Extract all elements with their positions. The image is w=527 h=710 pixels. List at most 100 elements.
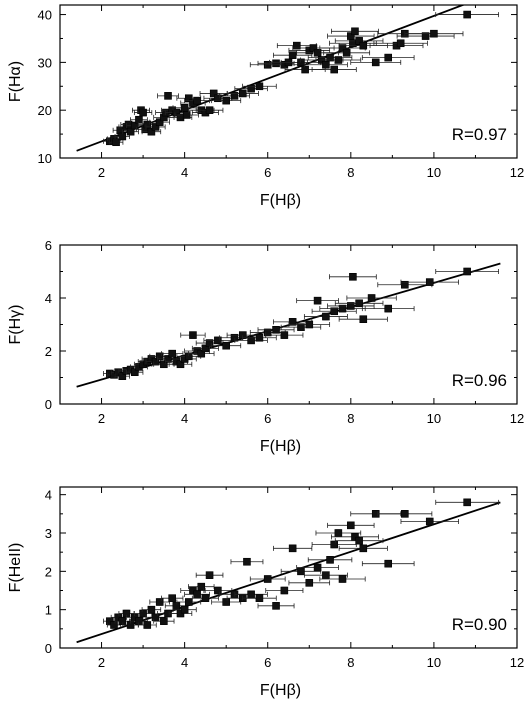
x-tick-label: 6 xyxy=(264,165,271,180)
data-point xyxy=(272,59,280,68)
data-point xyxy=(151,613,160,622)
data-point xyxy=(401,280,409,289)
y-tick-label: 3 xyxy=(45,526,52,541)
data-point xyxy=(313,563,322,572)
data-point xyxy=(118,372,127,380)
data-point xyxy=(118,132,127,141)
data-point xyxy=(255,594,264,602)
data-point xyxy=(239,89,247,98)
data-point xyxy=(463,10,471,19)
data-point xyxy=(214,336,222,345)
data-point xyxy=(155,118,164,126)
plot-frame xyxy=(59,486,518,649)
data-point xyxy=(359,315,368,324)
data-point xyxy=(280,331,289,339)
data-point xyxy=(214,586,222,595)
data-point xyxy=(201,594,210,602)
y-axis-title: F(HeII) xyxy=(7,543,24,593)
data-point xyxy=(247,336,255,345)
x-tick-label: 8 xyxy=(347,655,354,670)
data-point xyxy=(151,357,160,366)
x-tick-label: 10 xyxy=(427,655,441,670)
data-point xyxy=(272,325,280,334)
data-point xyxy=(143,120,152,129)
data-point xyxy=(164,355,172,363)
data-point xyxy=(425,517,434,526)
data-point xyxy=(330,65,339,74)
data-point xyxy=(401,510,409,518)
x-tick-label: 2 xyxy=(98,165,105,180)
x-axis-title: F(Hβ) xyxy=(260,192,301,209)
x-tick-label: 8 xyxy=(347,165,354,180)
x-axis-title: F(Hβ) xyxy=(260,682,301,699)
data-point xyxy=(222,341,230,350)
data-point xyxy=(293,41,301,50)
data-point xyxy=(305,320,314,329)
data-point xyxy=(313,296,322,305)
correlation-annotation: R=0.96 xyxy=(452,371,507,390)
data-point xyxy=(288,51,297,60)
data-point xyxy=(139,609,147,618)
x-tick-label: 12 xyxy=(510,655,524,670)
data-point xyxy=(180,103,189,112)
y-tick-label: 10 xyxy=(38,151,52,166)
data-point xyxy=(309,44,318,52)
data-point xyxy=(139,108,147,117)
x-tick-label: 2 xyxy=(98,655,105,670)
data-point xyxy=(384,53,393,62)
data-point xyxy=(243,557,251,566)
correlation-annotation: R=0.90 xyxy=(452,615,507,634)
data-point xyxy=(313,49,322,57)
data-point xyxy=(384,559,393,568)
data-point xyxy=(425,278,434,286)
data-point xyxy=(184,598,193,606)
y-tick-label: 40 xyxy=(38,8,52,23)
data-point xyxy=(151,123,160,131)
data-point xyxy=(230,92,239,100)
data-point xyxy=(247,590,255,599)
data-point xyxy=(168,594,176,602)
x-tick-label: 10 xyxy=(427,411,441,426)
y-tick-label: 6 xyxy=(45,238,52,253)
y-tick-label: 0 xyxy=(45,397,52,412)
data-point xyxy=(463,267,471,276)
data-point xyxy=(160,617,168,625)
x-tick-label: 6 xyxy=(264,655,271,670)
data-point xyxy=(184,94,193,103)
data-point xyxy=(222,598,230,606)
data-point xyxy=(355,536,363,545)
data-point xyxy=(330,307,339,316)
data-point xyxy=(334,529,343,537)
data-point xyxy=(176,360,185,369)
data-point xyxy=(367,294,376,302)
y-axis-title: F(Hγ) xyxy=(7,305,24,345)
data-point xyxy=(180,605,189,614)
y-tick-label: 2 xyxy=(45,564,52,579)
data-point xyxy=(326,53,334,62)
y-tick-label: 1 xyxy=(45,603,52,618)
data-layer xyxy=(76,262,501,388)
data-point xyxy=(209,89,218,98)
chart-panel-2: 2 4 6 8 10 12 0 2 4 6 F(Hβ) F(Hγ) R=0.96 xyxy=(7,238,524,455)
data-point xyxy=(421,32,430,40)
data-point xyxy=(143,621,152,629)
data-point xyxy=(305,579,314,587)
data-point xyxy=(463,498,471,507)
data-point xyxy=(205,571,214,579)
data-point xyxy=(172,108,181,117)
data-point xyxy=(342,49,351,57)
correlation-annotation: R=0.97 xyxy=(452,125,507,144)
y-tick-label: 30 xyxy=(38,55,52,70)
x-tick-label: 12 xyxy=(510,165,524,180)
data-point xyxy=(384,304,393,313)
data-point xyxy=(280,586,289,595)
data-point xyxy=(147,127,156,136)
data-point xyxy=(297,567,305,576)
x-tick-label: 10 xyxy=(427,165,441,180)
data-point xyxy=(255,82,264,91)
x-tick-label: 4 xyxy=(181,411,188,426)
data-point xyxy=(338,304,347,313)
data-point xyxy=(118,617,127,625)
